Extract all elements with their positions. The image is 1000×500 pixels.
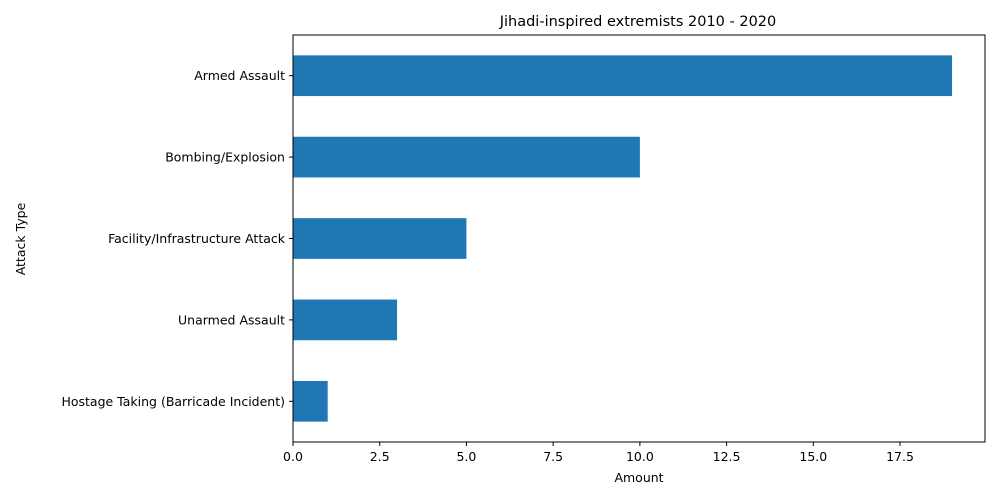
plot-frame (292, 34, 986, 443)
x-axis-ticks: 0.0 2.5 5.0 7.5 10.0 12.5 15.0 17.5 (283, 442, 914, 464)
x-tick-label: 15.0 (799, 449, 827, 464)
y-tick-label: Armed Assault (194, 68, 285, 83)
bar (293, 218, 467, 259)
bar (293, 136, 640, 178)
bar (293, 299, 398, 341)
x-tick-label: 2.5 (370, 449, 390, 464)
y-axis-label: Attack Type (13, 202, 28, 275)
y-axis-ticks: Hostage Taking (Barricade Incident) Unarm… (61, 68, 293, 409)
chart-title: Jihadi-inspired extremists 2010 - 2020 (499, 14, 777, 30)
y-tick-label: Hostage Taking (Barricade Incident) (61, 394, 285, 409)
x-tick-label: 7.5 (543, 449, 563, 464)
bar (293, 55, 953, 97)
bars-group (293, 55, 953, 422)
bar (293, 380, 328, 422)
x-axis-label: Amount (614, 470, 663, 485)
y-tick-label: Bombing/Explosion (165, 150, 285, 165)
x-tick-label: 17.5 (886, 449, 914, 464)
x-tick-label: 10.0 (626, 449, 654, 464)
y-tick-label: Unarmed Assault (178, 312, 285, 327)
x-tick-label: 0.0 (283, 449, 303, 464)
x-tick-label: 12.5 (713, 449, 741, 464)
y-tick-label: Facility/Infrastructure Attack (108, 231, 286, 246)
x-tick-label: 5.0 (456, 449, 476, 464)
